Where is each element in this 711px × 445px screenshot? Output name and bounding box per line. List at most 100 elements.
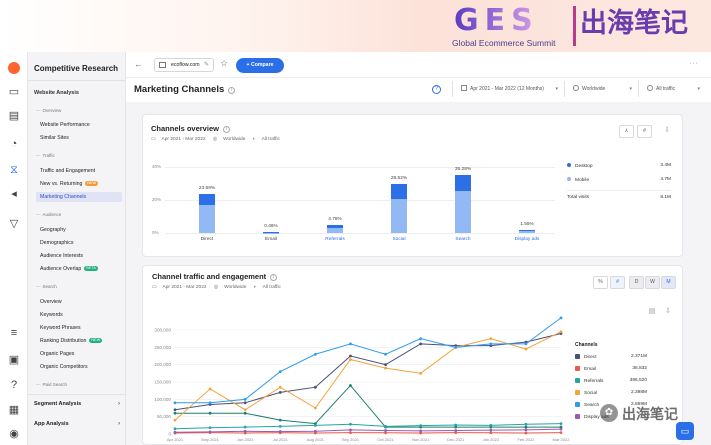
legend-name: Desktop [575,164,593,169]
legend-checkbox[interactable] [575,354,580,359]
sidebar-item-audience-interests[interactable]: Audience Interests [40,253,83,259]
star-icon[interactable]: ☆ [220,58,229,68]
sidebar-title: Competitive Research [34,64,119,73]
y-tick-label: 250,000 [154,345,171,350]
sidebar-section-website-analysis[interactable]: Website Analysis [34,90,79,96]
sidebar-item-organic-competitors[interactable]: Organic Competitors [40,364,88,370]
advertising-icon[interactable]: ◂ [11,188,17,200]
sidebar-item-audience-overlap[interactable]: Audience Overlap BETA [40,264,98,274]
back-arrow-icon[interactable]: ← [134,59,143,69]
total-label: Total visits [567,195,590,200]
legend-checkbox[interactable] [575,366,580,371]
dashboard-icon[interactable]: ▤ [8,110,20,122]
weekly-button[interactable]: W [645,276,660,289]
monthly-button[interactable]: M [661,276,676,289]
x-tick-label: May 2021 [201,437,219,442]
legend-total: Total visits 8.1M [567,195,671,200]
card-title-text: Channels overview [151,124,219,133]
bar-percent-label: 29.52% [390,176,408,182]
sidebar-item-traffic-engagement[interactable]: Traffic and Engagement [40,166,95,176]
sidebar-item-new-vs-returning[interactable]: New vs. Returning NEW [40,179,99,189]
sidebar-app-analysis[interactable]: App Analysis › [34,421,120,427]
info-icon[interactable]: i [222,126,230,133]
export-icon[interactable]: ⇩ [665,308,671,315]
legend-value: 2.859M [631,402,647,407]
legend-row-display-ads[interactable]: Display ads [575,414,647,420]
gift-icon[interactable]: ▣ [8,354,20,366]
number-toggle-button[interactable]: # [637,125,652,138]
data-point [313,352,317,356]
legend-row-social[interactable]: Social 2.398M [575,390,647,396]
user-icon[interactable]: ◉ [9,428,19,440]
category-label[interactable]: Referrals [325,237,345,242]
seo-icon[interactable]: ◔ [10,138,18,150]
sidebar-item-label: New vs. Returning [40,181,83,187]
legend-name: Email [584,367,596,372]
filter-icon[interactable]: ▽ [9,218,19,230]
chat-icon[interactable]: ▭ [676,422,694,440]
region-select[interactable]: Worldwide ▾ [564,81,636,97]
domain-chip[interactable]: ecoflow.com ✎ [154,58,214,72]
info-icon[interactable]: i [228,87,236,94]
legend-checkbox[interactable] [575,390,580,395]
sidebar-item-search-overview[interactable]: Overview [40,299,62,305]
daily-button[interactable]: D [629,276,644,289]
data-point [173,430,177,434]
date-range-select[interactable]: Apr 2021 - Mar 2022 (12 Months) ▾ [452,81,562,97]
legend-checkbox[interactable] [575,378,580,383]
export-icon[interactable]: ⇩ [664,127,670,134]
sidebar-item-marketing-channels[interactable]: Marketing Channels [36,192,122,202]
bar-desktop [199,193,215,205]
legend-row-email[interactable]: Email 36,832 [575,366,647,372]
sidebar-item-demographics[interactable]: Demographics [40,240,74,246]
bar-mobile [199,204,215,233]
sidebar-item-label: Segment Analysis [34,401,82,407]
menu-icon[interactable]: ≡ [10,327,18,339]
data-point [384,363,387,367]
legend-row-referrals[interactable]: Referrals 386,520 [575,378,647,384]
sidebar-item-ranking-distribution[interactable]: Ranking Distribution NEW [40,336,103,346]
traffic-icon [647,85,653,91]
apps-grid-icon[interactable]: ▦ [8,404,20,416]
help-icon[interactable]: ? [10,379,18,391]
sidebar-item-website-performance[interactable]: Website Performance [40,122,90,128]
percent-toggle-button[interactable]: % [593,276,608,289]
sidebar-item-geography[interactable]: Geography [40,227,66,233]
legend-checkbox[interactable] [575,402,580,407]
legend-name: Search [584,403,600,408]
help-circle-icon[interactable]: ? [432,85,441,94]
legend-checkbox[interactable] [575,414,580,419]
sidebar-group-paid-search: Paid Search [36,382,68,387]
number-toggle-button[interactable]: # [610,276,625,289]
compare-button[interactable]: + Compare [236,58,284,73]
legend-row-search[interactable]: Search 2.859M [575,402,647,408]
category-label: Direct [200,237,214,242]
sidebar-segment-analysis[interactable]: Segment Analysis › [34,401,120,407]
data-point [454,429,458,432]
category-label[interactable]: Display ads [514,237,540,242]
competitive-research-icon[interactable]: ⧖ [10,164,18,176]
meta-traffic: All traffic [261,137,280,142]
projects-icon[interactable]: ▭ [8,86,20,98]
top-bar: ← ecoflow.com ✎ ☆ + Compare ··· [126,52,711,78]
icon-rail: ▭ ▤ ◔ ⧖ ◂ ▽ ≡ ▣ ? ▦ ◉ [0,52,28,445]
data-point [243,408,247,412]
sidebar-item-organic-pages[interactable]: Organic Pages [40,351,75,357]
legend-row-direct[interactable]: Direct 2.371M [575,354,647,360]
sidebar-item-keyword-phrases[interactable]: Keyword Phrases [40,325,81,331]
legend-name: Referrals [584,379,604,384]
more-menu-icon[interactable]: ··· [689,60,699,67]
region-label: Worldwide [582,86,606,92]
sidebar-item-keywords[interactable]: Keywords [40,312,63,318]
data-point [524,422,528,426]
edit-pencil-icon[interactable]: ✎ [203,62,209,68]
traffic-select[interactable]: All traffic ▾ [638,81,704,97]
chart-toggle-button[interactable]: ⅄ [619,125,634,138]
category-label[interactable]: Social [392,237,406,242]
bar-desktop [391,184,407,199]
semrush-logo-icon[interactable] [8,62,20,74]
info-icon[interactable]: i [270,274,278,281]
table-icon[interactable]: ▤ [648,308,656,315]
sidebar-item-similar-sites[interactable]: Similar Sites [40,135,69,141]
category-label[interactable]: Search [455,237,471,242]
